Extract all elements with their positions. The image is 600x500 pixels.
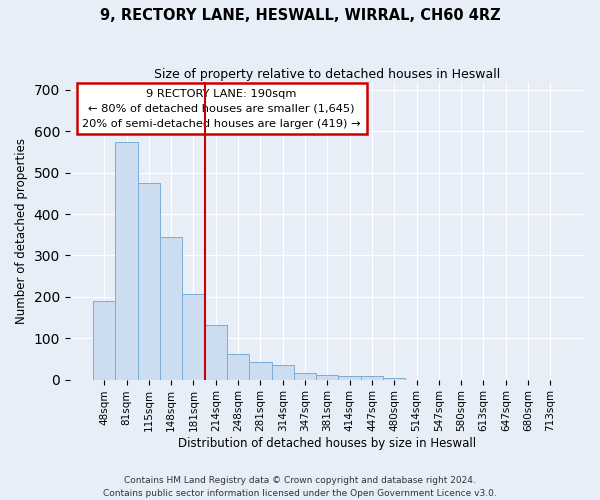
Bar [160, 237, 182, 380]
Bar [294, 374, 316, 380]
Bar [93, 301, 115, 380]
Bar [272, 365, 294, 380]
Bar [182, 294, 205, 380]
Bar [205, 324, 227, 380]
Bar [361, 376, 383, 380]
Y-axis label: Number of detached properties: Number of detached properties [15, 138, 28, 324]
Bar [137, 183, 160, 380]
Text: 9 RECTORY LANE: 190sqm
← 80% of detached houses are smaller (1,645)
20% of semi-: 9 RECTORY LANE: 190sqm ← 80% of detached… [82, 89, 361, 128]
Text: Contains HM Land Registry data © Crown copyright and database right 2024.
Contai: Contains HM Land Registry data © Crown c… [103, 476, 497, 498]
Bar [338, 376, 361, 380]
Bar [227, 354, 249, 380]
Bar [249, 362, 272, 380]
Title: Size of property relative to detached houses in Heswall: Size of property relative to detached ho… [154, 68, 500, 80]
Text: 9, RECTORY LANE, HESWALL, WIRRAL, CH60 4RZ: 9, RECTORY LANE, HESWALL, WIRRAL, CH60 4… [100, 8, 500, 22]
Bar [115, 142, 137, 380]
Bar [383, 378, 406, 380]
X-axis label: Distribution of detached houses by size in Heswall: Distribution of detached houses by size … [178, 437, 476, 450]
Bar [316, 376, 338, 380]
